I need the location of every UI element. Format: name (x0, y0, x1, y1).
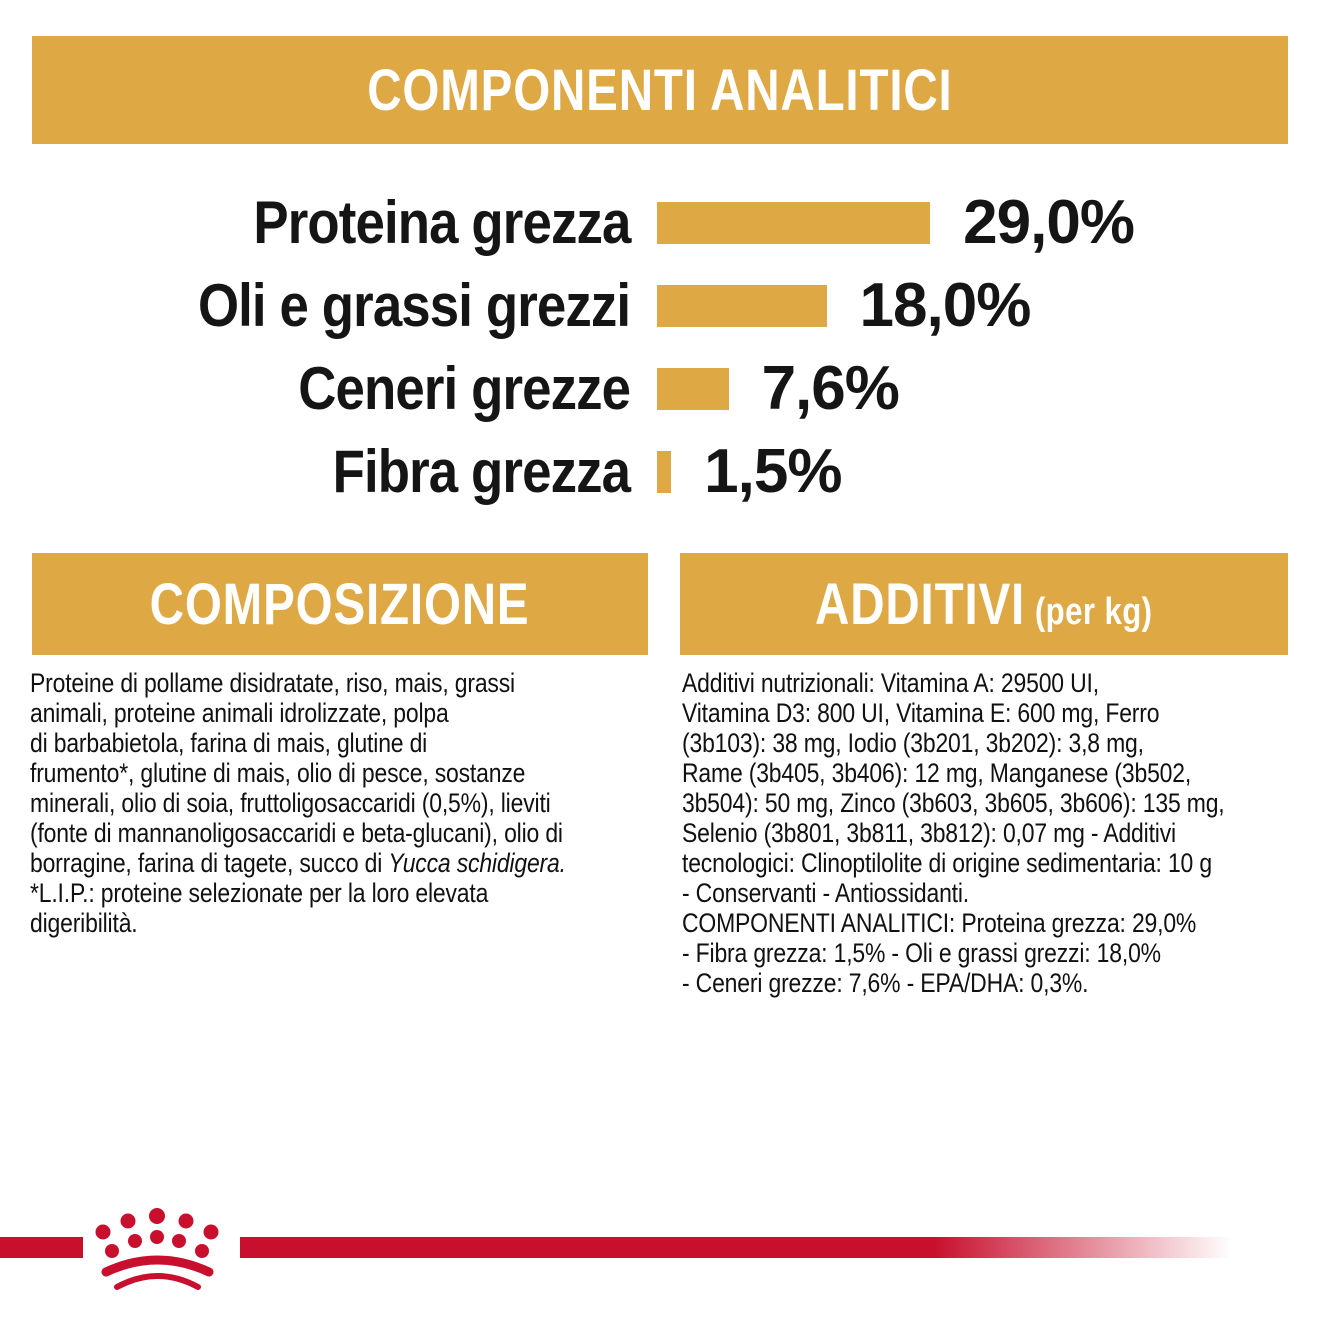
additivi-per-kg-suffix: (per kg) (1035, 590, 1153, 633)
chart-value: 1,5% (704, 437, 842, 506)
chart-value: 18,0% (859, 271, 1032, 340)
red-stripe-left (0, 1237, 83, 1258)
chart-bar (657, 450, 672, 493)
chart-row-label: Oli e grassi grezzi (197, 272, 631, 339)
chart-bar (657, 367, 729, 410)
chart-bar (657, 284, 827, 327)
chart-value: 29,0% (963, 188, 1135, 257)
chart-row: Ceneri grezze 7,6% (0, 347, 1320, 430)
chart-row-label: Fibra grezza (332, 438, 630, 505)
chart-value: 7,6% (761, 354, 900, 423)
chart-row-label: Proteina grezza (252, 189, 631, 256)
chart-bar (657, 201, 931, 244)
royal-canin-crown-icon (95, 1208, 219, 1290)
chart-row: Oli e grassi grezzi 18,0% (0, 264, 1320, 347)
additivi-title: ADDITIVI (per kg) (815, 571, 1153, 637)
composizione-text: Proteine di pollame disidratate, riso, m… (30, 668, 566, 938)
banner-composizione: COMPOSIZIONE (32, 553, 648, 655)
componenti-analitici-title: COMPONENTI ANALITICI (367, 57, 953, 123)
chart-row: Fibra grezza 1,5% (0, 430, 1320, 513)
yucca-schidigera-italic: Yucca schidigera. (388, 848, 566, 878)
chart-row-label: Ceneri grezze (298, 355, 631, 422)
additivi-text: Additivi nutrizionali: Vitamina A: 29500… (682, 668, 1225, 998)
banner-additivi: ADDITIVI (per kg) (680, 553, 1288, 655)
analytical-components-chart: Proteina grezza 29,0% Oli e grassi grezz… (0, 181, 1320, 513)
red-stripe-right (240, 1237, 1232, 1258)
composizione-title: COMPOSIZIONE (150, 571, 530, 637)
chart-row: Proteina grezza 29,0% (0, 181, 1320, 264)
banner-componenti-analitici: COMPONENTI ANALITICI (32, 36, 1288, 144)
